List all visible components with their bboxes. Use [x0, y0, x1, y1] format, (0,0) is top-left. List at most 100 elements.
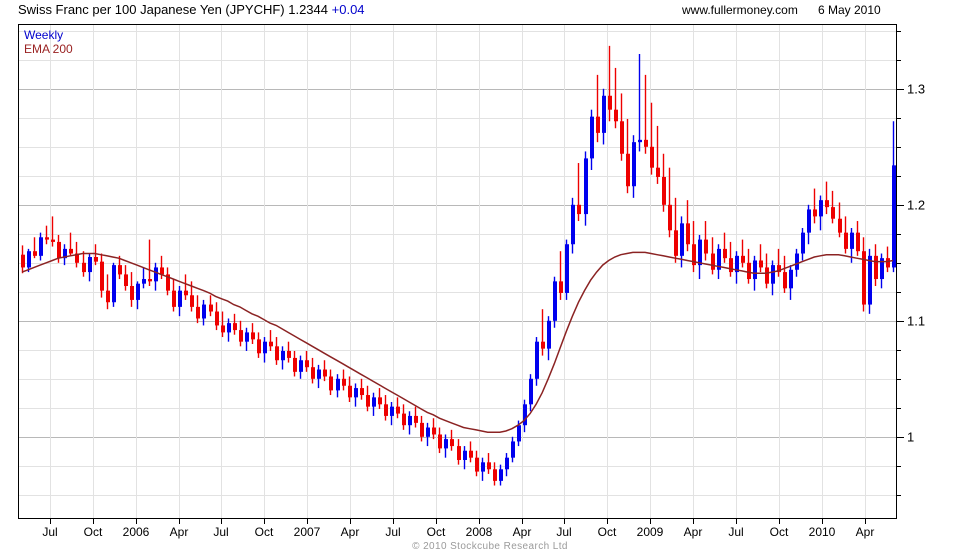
x-axis-label: Jul: [42, 525, 58, 539]
x-axis: Jul Oct 2006 Apr Jul Oct 2007 Apr Jul Oct 2008 Apr J…: [18, 519, 898, 543]
candle-body: [438, 434, 442, 449]
candle-body: [626, 153, 630, 187]
chart-header: Swiss Franc per 100 Japanese Yen (JPYCHF…: [0, 0, 980, 22]
candle-body: [662, 176, 666, 205]
legend-item-weekly: Weekly: [24, 28, 64, 42]
candle-body: [680, 223, 684, 256]
x-axis-label: 2009: [636, 525, 664, 539]
candle-body: [698, 239, 702, 266]
candle-body: [463, 450, 467, 460]
plot-area: Weekly EMA 200: [18, 24, 897, 519]
candle-body: [765, 267, 769, 284]
candle-body: [94, 257, 98, 262]
candle-body: [584, 158, 588, 215]
website-label: www.fullermoney.com: [682, 3, 798, 17]
gridline-vertical: [179, 25, 180, 518]
candle-body: [384, 404, 388, 416]
candle-body: [142, 279, 146, 284]
y-axis-tick: [897, 147, 901, 148]
candle-body: [82, 262, 86, 273]
candle-body: [487, 462, 491, 470]
candle-body: [450, 439, 454, 447]
candle-body: [577, 204, 581, 215]
gridline-vertical: [822, 25, 823, 518]
page-title: Swiss Franc per 100 Japanese Yen (JPYCHF…: [18, 2, 365, 17]
candle-body: [541, 341, 545, 349]
x-axis-label: Apr: [340, 525, 360, 539]
candle-body: [880, 258, 884, 280]
candle-body: [27, 251, 31, 268]
candle-body: [390, 406, 394, 416]
candle-body: [819, 200, 823, 217]
chart-date: 6 May 2010: [818, 3, 881, 17]
candle-body: [777, 265, 781, 273]
candle-body: [547, 320, 551, 349]
y-axis-tick: [897, 205, 904, 206]
candle-body: [317, 369, 321, 379]
x-axis-tick: [607, 519, 608, 524]
candle-body: [535, 341, 539, 379]
candle-body: [614, 109, 618, 122]
candle-body: [354, 388, 358, 398]
y-axis-tick: [897, 89, 904, 90]
candle-body: [323, 369, 327, 377]
gridline-vertical: [350, 25, 351, 518]
candle-body: [590, 116, 594, 159]
gridline-horizontal: [19, 89, 896, 90]
gridline-vertical: [264, 25, 265, 518]
y-axis-tick: [897, 408, 901, 409]
x-axis-tick: [693, 519, 694, 524]
candle-body: [69, 248, 73, 254]
candle-body: [565, 244, 569, 293]
y-axis-tick: [897, 60, 901, 61]
y-axis-tick: [897, 350, 901, 351]
candle-body: [275, 346, 279, 361]
x-axis-label: 2008: [465, 525, 493, 539]
gridline-vertical: [479, 25, 480, 518]
gridline-horizontal: [19, 31, 896, 32]
candle-body: [233, 323, 237, 331]
x-axis-tick: [393, 519, 394, 524]
candle-body: [178, 290, 182, 307]
gridline-horizontal: [19, 205, 896, 206]
x-axis-label: Jul: [213, 525, 229, 539]
y-axis-tick: [897, 118, 901, 119]
gridline-horizontal: [19, 263, 896, 264]
y-axis-tick: [897, 31, 901, 32]
y-axis-tick: [897, 379, 901, 380]
plot-canvas: [19, 25, 896, 518]
gridline-horizontal: [19, 147, 896, 148]
candle-body: [160, 267, 164, 275]
y-axis-label: 1: [907, 429, 915, 445]
candle-body: [136, 283, 140, 300]
gridline-vertical: [136, 25, 137, 518]
candle-body: [190, 295, 194, 307]
candle-body: [457, 446, 461, 460]
candle-body: [221, 325, 225, 333]
candle-body: [499, 469, 503, 481]
candle-body: [704, 239, 708, 254]
y-axis: 1 1.1 1.2 1.3: [897, 24, 980, 520]
y-axis-tick: [897, 176, 901, 177]
candle-body: [668, 204, 672, 231]
candle-body: [481, 462, 485, 472]
candle-body: [342, 378, 346, 386]
candle-body: [269, 341, 273, 347]
candle-body: [166, 274, 170, 291]
gridline-horizontal: [19, 350, 896, 351]
candle-body: [644, 139, 648, 147]
gridline-horizontal: [19, 234, 896, 235]
x-axis-tick: [650, 519, 651, 524]
x-axis-tick: [865, 519, 866, 524]
candle-body: [741, 255, 745, 263]
candle-body: [51, 239, 55, 242]
candle-body: [813, 209, 817, 217]
candle-body: [414, 415, 418, 423]
candle-body: [795, 253, 799, 270]
y-axis-tick: [897, 292, 901, 293]
x-axis-label: Jul: [556, 525, 572, 539]
x-axis-label: Oct: [769, 525, 789, 539]
candle-body: [529, 378, 533, 405]
x-axis-label: Apr: [512, 525, 532, 539]
